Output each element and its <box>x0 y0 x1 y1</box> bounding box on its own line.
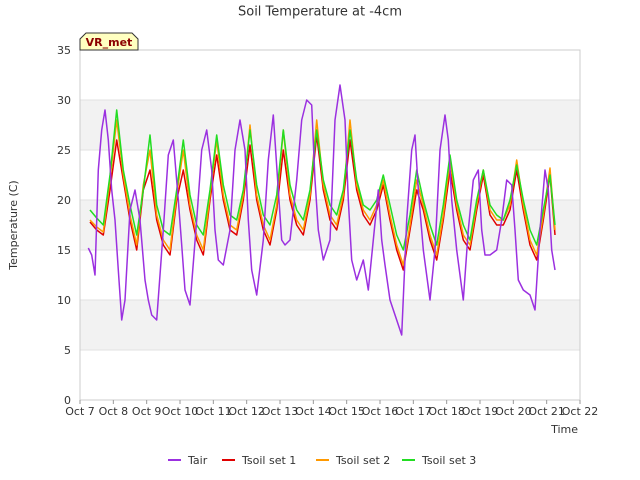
x-tick-label: Oct 19 <box>462 405 499 418</box>
y-tick-label: 0 <box>64 394 71 407</box>
grid-band <box>80 250 580 300</box>
grid-band <box>80 150 580 200</box>
legend-label: Tsoil set 3 <box>421 454 476 467</box>
series-line-tair <box>87 84 556 336</box>
vr-met-badge: VR_met <box>79 32 139 51</box>
x-tick-label: Oct 21 <box>528 405 565 418</box>
x-tick-label: Oct 8 <box>99 405 129 418</box>
legend-label: Tsoil set 2 <box>335 454 390 467</box>
x-tick-label: Oct 20 <box>495 405 532 418</box>
legend-label: Tair <box>187 454 208 467</box>
x-axis-label: Time <box>550 423 578 436</box>
x-tick-label: Oct 10 <box>162 405 199 418</box>
y-tick-label: 10 <box>57 294 71 307</box>
x-tick-label: Oct 17 <box>395 405 432 418</box>
y-tick-label: 20 <box>57 194 71 207</box>
legend: Tair Tsoil set 1 Tsoil set 2 Tsoil set 3 <box>168 454 476 467</box>
plot-frame <box>79 49 581 401</box>
y-tick-label: 35 <box>57 44 71 57</box>
y-tick-label: 30 <box>57 94 71 107</box>
y-tick-label: 5 <box>64 344 71 357</box>
grid-band <box>80 350 580 400</box>
series-layer <box>87 84 556 336</box>
y-axis-label: Temperature (C) <box>7 180 20 270</box>
x-tick-label: Oct 15 <box>328 405 365 418</box>
x-tick-label: Oct 13 <box>262 405 299 418</box>
x-tick-label: Oct 7 <box>65 405 95 418</box>
y-axis-ticks: 0 5 10 15 20 25 30 35 <box>57 44 71 407</box>
grid-band <box>80 50 580 100</box>
y-tick-label: 25 <box>57 144 71 157</box>
legend-label: Tsoil set 1 <box>241 454 296 467</box>
chart-title: Soil Temperature at -4cm <box>238 5 402 20</box>
plot-background <box>80 50 580 400</box>
x-tick-label: Oct 14 <box>295 405 332 418</box>
x-tick-label: Oct 11 <box>195 405 232 418</box>
x-tick-label: Oct 22 <box>562 405 599 418</box>
x-tick-label: Oct 18 <box>428 405 465 418</box>
badge-label: VR_met <box>86 36 133 49</box>
grid-band <box>80 300 580 350</box>
x-tick-label: Oct 12 <box>228 405 265 418</box>
x-tick-label: Oct 9 <box>132 405 162 418</box>
y-tick-label: 15 <box>57 244 71 257</box>
grid-band <box>80 100 580 150</box>
series-line-tsoil-set-1 <box>89 134 556 271</box>
x-tick-label: Oct 16 <box>362 405 399 418</box>
